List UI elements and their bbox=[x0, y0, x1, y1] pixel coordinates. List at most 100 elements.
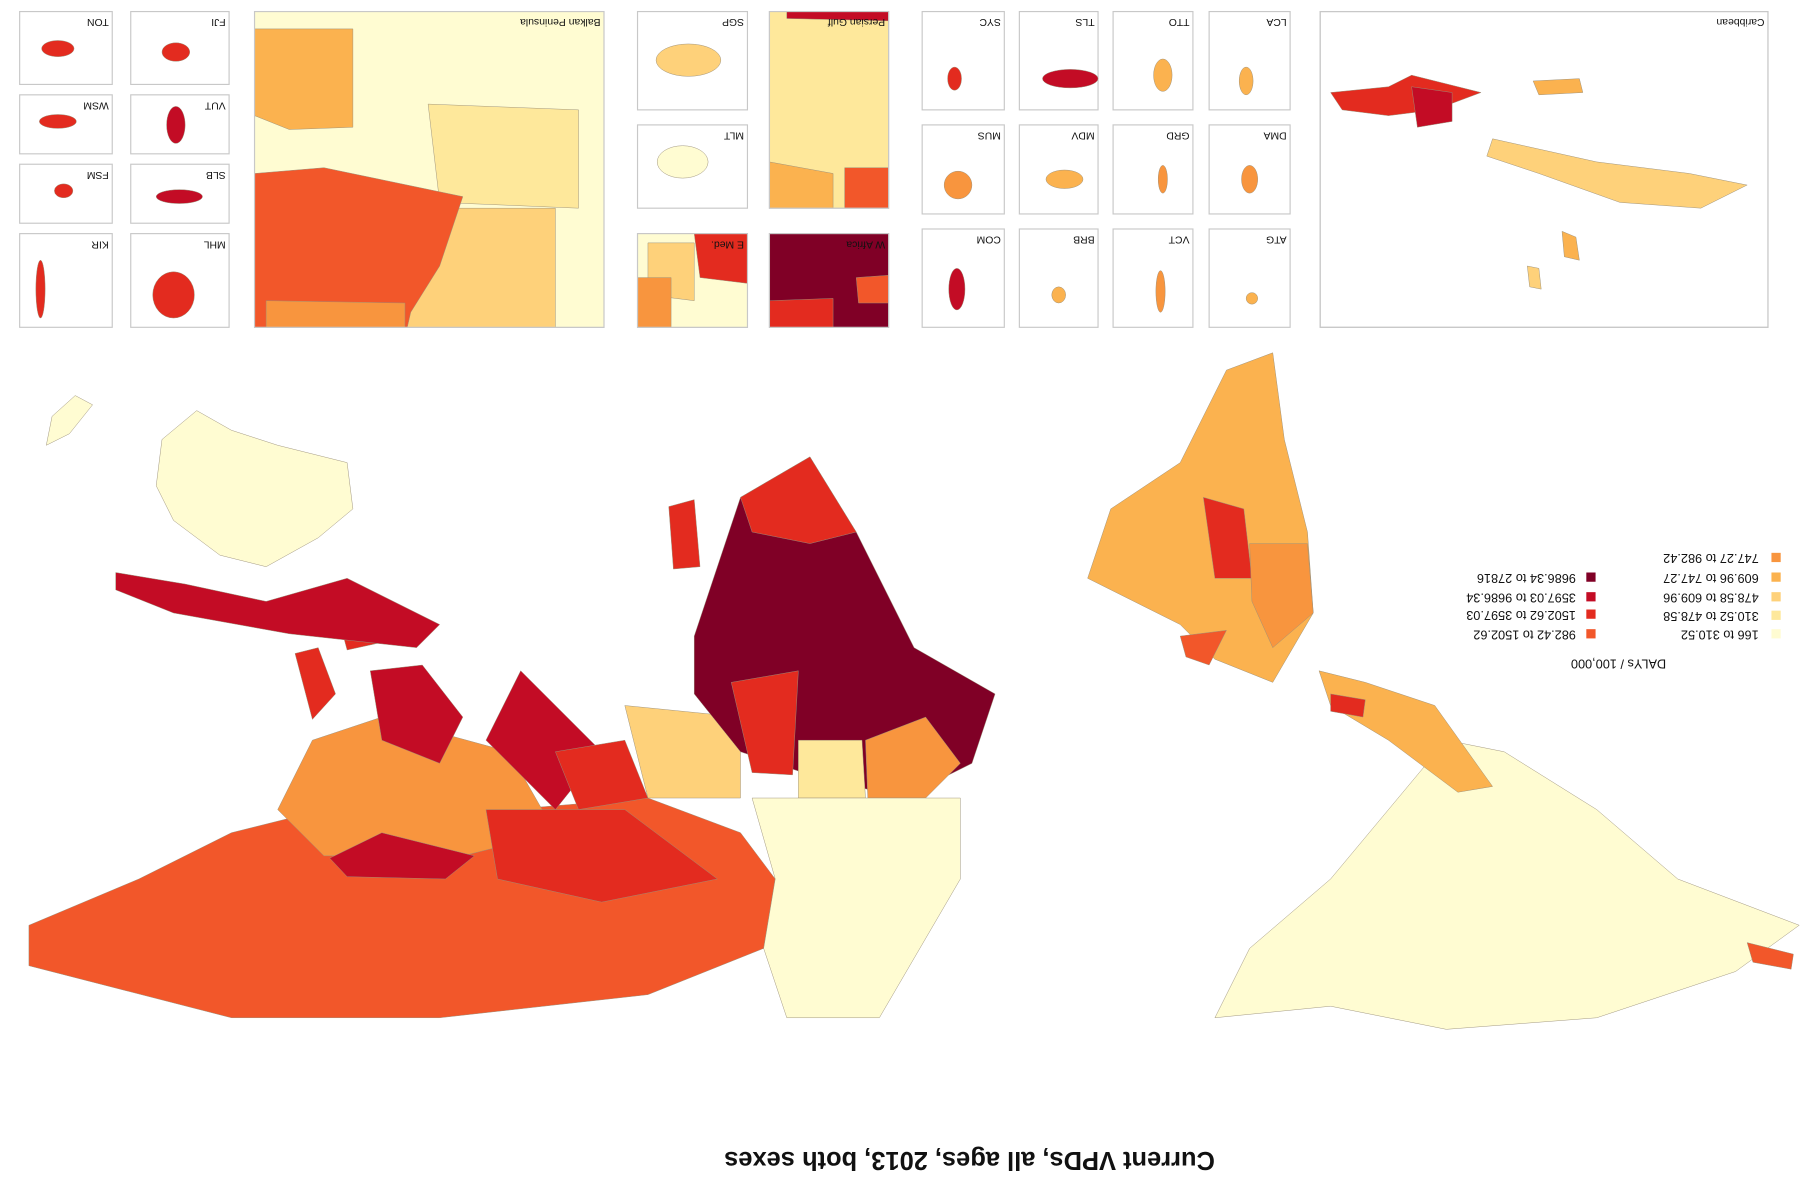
inset-label: SGP bbox=[722, 16, 744, 27]
inset-label: MLT bbox=[723, 130, 744, 141]
inset-region bbox=[1486, 138, 1748, 209]
legend-swatch bbox=[1586, 629, 1596, 639]
legend-swatch bbox=[1771, 629, 1781, 639]
inset-label: FSM bbox=[87, 169, 109, 180]
legend-label: 982.42 to 1502.62 bbox=[1473, 627, 1576, 642]
legend-label: 3597.03 to 9686.34 bbox=[1466, 590, 1576, 605]
legend-swatch bbox=[1771, 592, 1781, 602]
inset-region bbox=[166, 106, 186, 144]
inset-region bbox=[948, 268, 966, 311]
inset-region bbox=[1238, 66, 1254, 96]
inset-frame bbox=[1112, 124, 1194, 215]
country-region bbox=[1249, 543, 1314, 649]
inset-label: TLS bbox=[1075, 16, 1094, 27]
inset-label: BRB bbox=[1073, 234, 1094, 245]
legend-label: 9686.34 to 27816 bbox=[1477, 571, 1576, 586]
inset-region bbox=[1527, 265, 1542, 290]
inset-region bbox=[655, 43, 722, 77]
legend-swatch bbox=[1771, 572, 1781, 582]
inset-label: MDV bbox=[1071, 130, 1094, 141]
inset-label: Balkan Peninsula bbox=[520, 16, 601, 27]
inset-region bbox=[54, 183, 74, 199]
legend-label: 310.52 to 478.58 bbox=[1663, 609, 1759, 624]
inset-label: COM bbox=[977, 234, 1001, 245]
inset-region bbox=[265, 300, 406, 328]
inset-frame-border bbox=[1319, 10, 1769, 328]
inset-region bbox=[844, 167, 889, 209]
inset-frame bbox=[921, 10, 1005, 111]
inset-label: FJI bbox=[211, 16, 225, 27]
legend-swatch bbox=[1586, 572, 1596, 582]
country-region bbox=[1746, 942, 1794, 970]
country-region bbox=[1214, 739, 1800, 1030]
legend-swatch bbox=[1771, 552, 1781, 563]
inset-region bbox=[155, 189, 203, 204]
inset-label: MHL bbox=[203, 238, 225, 249]
legend-title: DALYs / 100,000 bbox=[1571, 656, 1666, 671]
inset-region bbox=[427, 103, 579, 209]
inset-label: W Africa bbox=[846, 238, 885, 249]
inset-region bbox=[152, 271, 195, 319]
country-region bbox=[115, 572, 441, 648]
inset-frame bbox=[1018, 10, 1099, 111]
inset-frame bbox=[921, 124, 1005, 215]
inset-region bbox=[161, 42, 190, 62]
inset-label: VUT bbox=[204, 99, 225, 110]
inset-region bbox=[855, 275, 889, 304]
inset-frame bbox=[1018, 228, 1099, 328]
country-region bbox=[1179, 630, 1227, 666]
inset-region bbox=[39, 114, 77, 129]
inset-frame-border bbox=[768, 10, 890, 209]
inset-frame-border bbox=[636, 233, 749, 328]
inset-region bbox=[1051, 286, 1066, 304]
country-region bbox=[485, 809, 718, 903]
inset-region bbox=[41, 40, 75, 57]
country-region bbox=[865, 716, 961, 799]
inset-label: Caribbean bbox=[1716, 16, 1764, 27]
inset-region bbox=[1155, 270, 1166, 313]
inset-region bbox=[254, 28, 354, 130]
inset-label: TON bbox=[87, 16, 109, 27]
inset-frame bbox=[19, 233, 113, 328]
inset-region bbox=[1532, 78, 1584, 96]
country-region bbox=[740, 456, 857, 544]
inset-region bbox=[35, 259, 46, 319]
inset-label: ATG bbox=[1266, 234, 1287, 245]
inset-frame bbox=[1208, 228, 1291, 328]
inset-region bbox=[1042, 69, 1099, 89]
inset-region bbox=[1561, 230, 1580, 261]
inset-label: DMA bbox=[1263, 130, 1286, 141]
inset-label: MUS bbox=[978, 130, 1001, 141]
inset-label: E Med. bbox=[711, 238, 744, 249]
inset-frame-border bbox=[768, 233, 890, 328]
inset-region bbox=[637, 277, 672, 328]
country-region bbox=[668, 499, 701, 570]
inset-frame bbox=[1112, 10, 1194, 111]
legend-label: 747.27 to 982.42 bbox=[1663, 551, 1759, 566]
inset-label: TTO bbox=[1169, 16, 1190, 27]
inset-label: SLB bbox=[206, 169, 226, 180]
inset-region bbox=[1045, 169, 1084, 189]
inset-region bbox=[947, 66, 962, 91]
country-region bbox=[1318, 670, 1494, 793]
country-region bbox=[155, 410, 354, 567]
country-region bbox=[1330, 693, 1366, 718]
legend-swatch bbox=[1586, 609, 1596, 619]
inset-frame bbox=[1208, 10, 1291, 111]
legend-label: 1502.62 to 3597.03 bbox=[1466, 608, 1576, 623]
inset-label: WSM bbox=[83, 99, 108, 110]
inset-region bbox=[1245, 292, 1258, 305]
country-region bbox=[329, 832, 475, 880]
inset-label: SYC bbox=[979, 16, 1001, 27]
country-region bbox=[45, 395, 93, 446]
inset-label: GRD bbox=[1166, 130, 1190, 141]
inset-region bbox=[943, 170, 973, 200]
inset-region bbox=[1411, 86, 1453, 128]
map-title: Current VPDs, all ages, 2013, both sexes bbox=[724, 1146, 1215, 1174]
country-region bbox=[555, 739, 649, 810]
inset-label: LCA bbox=[1266, 16, 1286, 27]
inset-region bbox=[656, 145, 709, 179]
legend-label: 478.58 to 609.96 bbox=[1663, 590, 1759, 605]
country-region bbox=[624, 705, 741, 799]
